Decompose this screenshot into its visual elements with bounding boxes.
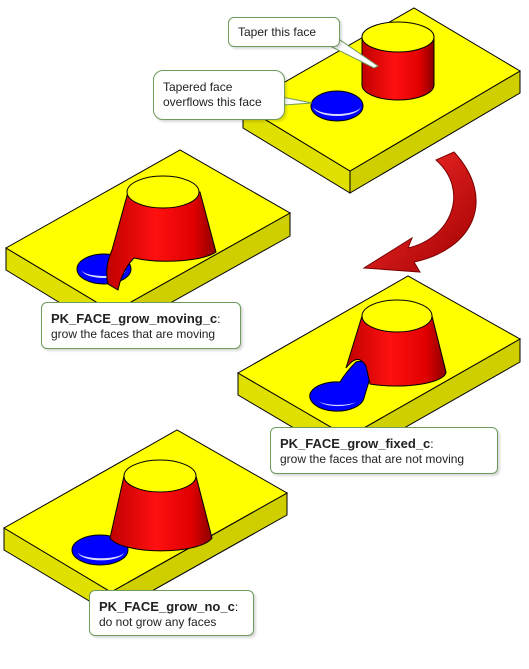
cylinder-side: [361, 36, 435, 101]
callout-grow-moving: PK_FACE_grow_moving_c: grow the faces th…: [41, 302, 241, 349]
grow-no-model: [3, 429, 289, 615]
callout-tapered-face-overflows: Tapered face overflows this face: [153, 70, 285, 120]
callout-grow-fixed: PK_FACE_grow_fixed_c: grow the faces tha…: [270, 427, 498, 474]
option-name: PK_FACE_grow_fixed_c: [280, 436, 431, 451]
option-suffix: :: [234, 600, 239, 614]
callout-line-2: overflows this face: [163, 95, 262, 109]
option-name: PK_FACE_grow_no_c: [99, 599, 235, 614]
option-name: PK_FACE_grow_moving_c: [51, 311, 218, 326]
callout-text: Taper this face: [238, 25, 317, 39]
option-suffix: :: [430, 437, 434, 451]
grown-cone: [106, 191, 217, 291]
option-description: grow the faces that are not moving: [280, 452, 465, 466]
option-description: do not grow any faces: [99, 615, 217, 629]
blind-hole: [310, 90, 364, 122]
original-model: [242, 7, 521, 194]
callout-grow-no: PK_FACE_grow_no_c: do not grow any faces: [89, 590, 254, 636]
cylinder-top: [361, 21, 435, 53]
option-description: grow the faces that are moving: [51, 327, 216, 341]
transition-arrow: [362, 151, 477, 273]
callout-line-1: Tapered face: [163, 80, 233, 94]
callout-taper-this-face: Taper this face: [228, 17, 340, 47]
option-suffix: :: [217, 312, 221, 326]
